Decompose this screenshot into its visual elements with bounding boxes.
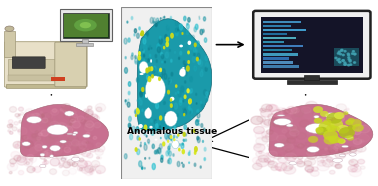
Text: Anomalous tissue: Anomalous tissue (127, 127, 217, 136)
